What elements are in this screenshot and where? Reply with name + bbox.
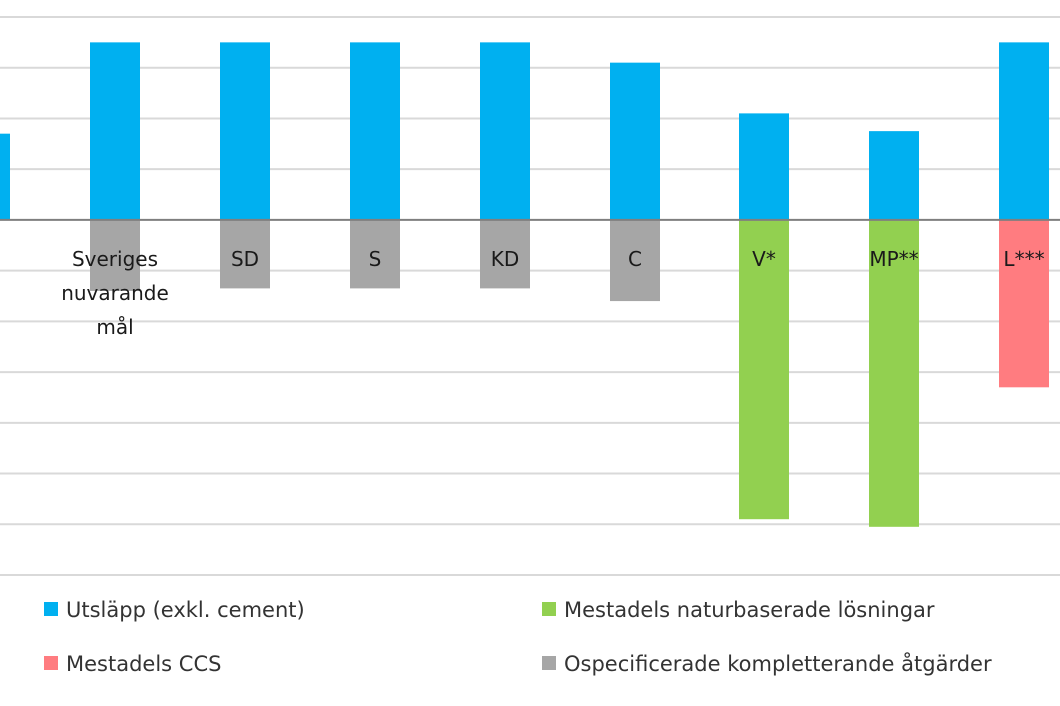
- legend-swatch-nature-based: [542, 602, 556, 616]
- bar-unspecified: [610, 219, 660, 302]
- bar-emissions: [869, 131, 919, 220]
- bar-emissions: [220, 42, 270, 220]
- category-label: S: [369, 247, 382, 271]
- bar-emissions: [739, 113, 789, 220]
- legend: Utsläpp (exkl. cement) Mestadels naturba…: [44, 598, 992, 676]
- bar-nature-based: [739, 219, 789, 520]
- category-label: C: [628, 247, 642, 271]
- bar-emissions: [610, 62, 660, 220]
- legend-swatch-ccs: [44, 656, 58, 670]
- legend-item-emissions[interactable]: Utsläpp (exkl. cement): [44, 598, 305, 622]
- bar-unspecified: [480, 219, 530, 289]
- category-label: L***: [1003, 247, 1044, 271]
- category-label: V*: [752, 247, 776, 271]
- legend-label-emissions: Utsläpp (exkl. cement): [66, 598, 305, 622]
- bar-emissions: [480, 42, 530, 220]
- legend-swatch-unspecified: [542, 656, 556, 670]
- bar-emissions: [90, 42, 140, 220]
- legend-label-nature-based: Mestadels naturbaserade lösningar: [564, 598, 935, 622]
- bar-nature-based: [869, 219, 919, 527]
- category-label: SD: [231, 247, 259, 271]
- legend-item-ccs[interactable]: Mestadels CCS: [44, 652, 221, 676]
- bars: [0, 42, 1049, 527]
- category-labels: at-istlSverigesnuvarandemålSDSKDCV*MP**L…: [61, 247, 1044, 339]
- bar-ccs: [999, 219, 1049, 388]
- legend-label-unspecified: Ospecificerade kompletterande åtgärder: [564, 651, 992, 676]
- legend-item-unspecified[interactable]: Ospecificerade kompletterande åtgärder: [542, 651, 992, 676]
- legend-label-ccs: Mestadels CCS: [66, 652, 221, 676]
- category-label: MP**: [869, 247, 918, 271]
- category-label: Sveriges nuvarande mål: [61, 247, 169, 339]
- bar-unspecified: [220, 219, 270, 289]
- legend-swatch-emissions: [44, 602, 58, 616]
- bar-emissions: [999, 42, 1049, 220]
- bar-unspecified: [90, 219, 140, 291]
- bar-emissions: [0, 133, 10, 220]
- legend-item-nature-based[interactable]: Mestadels naturbaserade lösningar: [542, 598, 935, 622]
- bar-unspecified: [350, 219, 400, 289]
- category-label: KD: [491, 247, 520, 271]
- bar-emissions: [350, 42, 400, 220]
